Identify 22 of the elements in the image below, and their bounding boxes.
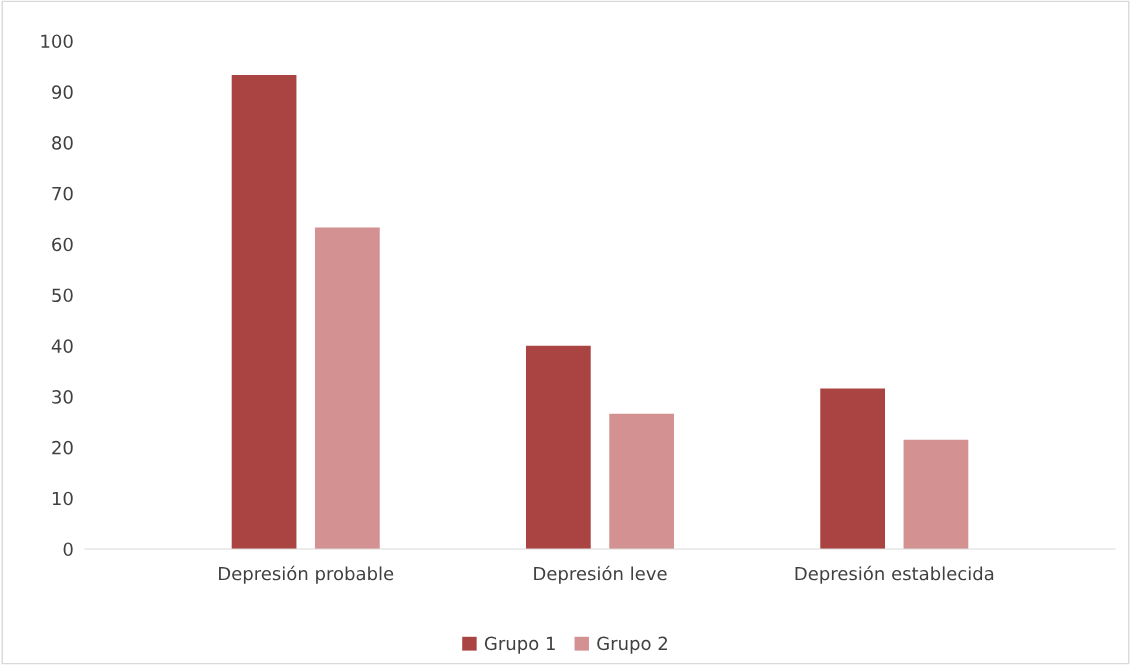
bar xyxy=(609,413,675,549)
y-tick-label: 0 xyxy=(63,542,73,557)
y-tick-label: 70 xyxy=(52,186,73,201)
y-tick-label: 30 xyxy=(52,390,73,404)
y-tick-label: 60 xyxy=(52,237,73,252)
bar xyxy=(231,75,297,549)
x-tick-label: Depresión leve xyxy=(534,565,667,584)
legend-label: Grupo 1 xyxy=(484,636,555,654)
bar xyxy=(820,388,886,549)
y-tick-label: 80 xyxy=(52,136,73,150)
x-tick-label: Depresión establecida xyxy=(795,565,994,584)
y-tick-label: 10 xyxy=(52,491,73,506)
bar xyxy=(525,345,591,549)
y-tick-label: 40 xyxy=(51,339,73,353)
bar xyxy=(314,227,380,549)
y-tick-label: 90 xyxy=(52,85,73,99)
bar xyxy=(903,439,969,549)
y-tick-label: 100 xyxy=(41,34,73,49)
y-tick-label: 50 xyxy=(52,288,73,303)
x-tick-label: Depresión probable xyxy=(219,565,394,584)
y-tick-label: 20 xyxy=(52,440,73,455)
legend-label: Grupo 2 xyxy=(597,636,667,654)
